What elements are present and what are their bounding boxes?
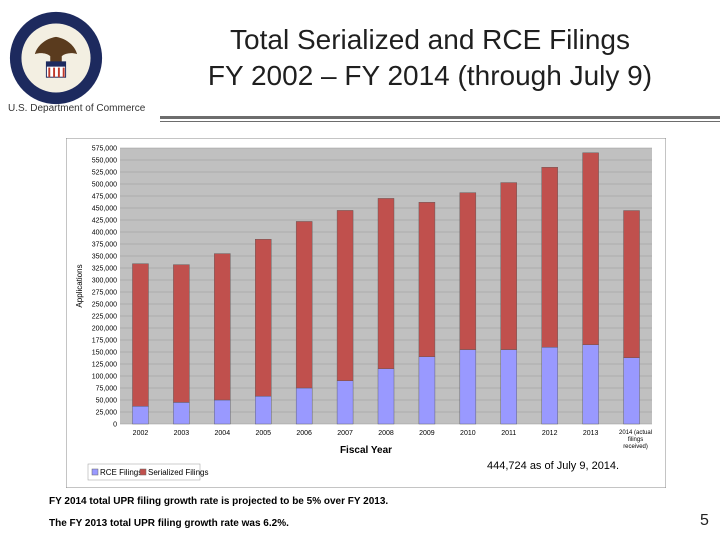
bar-rce [623, 357, 640, 425]
legend-swatch-rce [91, 468, 99, 476]
footnote-2: The FY 2013 total UPR filing growth rate… [49, 518, 289, 529]
legend-label-serialized: Serialized Filings [148, 468, 208, 477]
footnote-1: FY 2014 total UPR filing growth rate is … [49, 496, 389, 507]
x-tick-label: 2011 [501, 430, 516, 437]
y-axis-label: Applications [75, 264, 84, 307]
title-rule-thin [160, 121, 720, 122]
y-tick-label: 150,000 [92, 350, 117, 357]
bar-rce [255, 395, 272, 425]
bar-serialized [623, 210, 640, 358]
x-tick-label: 2002 [133, 430, 149, 437]
bar-serialized [336, 210, 354, 381]
y-tick-label: 400,000 [92, 230, 117, 237]
y-tick-label: 225,000 [92, 314, 117, 321]
y-tick-label: 325,000 [92, 266, 117, 273]
bar-serialized [500, 182, 517, 350]
bar-rce [173, 402, 190, 425]
y-tick-label: 50,000 [96, 398, 118, 405]
y-tick-label: 425,000 [92, 218, 117, 225]
bar-serialized [418, 202, 436, 357]
bar-rce [336, 380, 354, 425]
y-tick-label: 25,000 [96, 410, 118, 417]
bar-serialized [377, 198, 395, 369]
x-tick-label: 2003 [174, 430, 190, 437]
bar-rce [295, 387, 313, 425]
title-line-1: Total Serialized and RCE Filings [230, 24, 630, 55]
y-tick-label: 550,000 [92, 158, 117, 165]
x-tick-label: 2012 [542, 430, 558, 437]
x-tick-label: 2008 [378, 430, 394, 437]
y-tick-label: 75,000 [96, 386, 118, 393]
y-tick-label: 500,000 [92, 182, 117, 189]
x-tick-label: 2007 [337, 430, 353, 437]
y-tick-label: 125,000 [92, 362, 117, 369]
bar-rce [459, 349, 477, 425]
bar-serialized [214, 253, 231, 401]
y-tick-label: 250,000 [92, 302, 117, 309]
x-tick-label: 2013 [583, 430, 599, 437]
x-tick-label: 2014 (actual filings received) [619, 430, 652, 450]
y-tick-label: 0 [113, 422, 117, 429]
bar-serialized [173, 264, 190, 403]
page-number: 5 [700, 512, 709, 529]
y-tick-label: 350,000 [92, 254, 117, 261]
bar-rce [214, 399, 231, 425]
x-tick-label: 2005 [255, 430, 271, 437]
y-tick-label: 275,000 [92, 290, 117, 297]
bar-serialized [459, 192, 477, 350]
chart-annotation: 444,724 as of July 9, 2014. [487, 460, 620, 472]
x-axis-label: Fiscal Year [340, 445, 392, 456]
y-tick-label: 575,000 [92, 146, 117, 153]
bar-rce [418, 356, 436, 425]
x-tick-label: 2010 [460, 430, 476, 437]
filings-chart: 0 25,000 50,000 75,000 100,000 125,000 150,000… [66, 138, 666, 488]
x-tick-label: 2004 [215, 430, 231, 437]
x-tick-label: 2009 [419, 430, 435, 437]
y-tick-label: 375,000 [92, 242, 117, 249]
title-rule [160, 116, 720, 119]
bar-serialized [582, 152, 599, 346]
y-tick-label: 450,000 [92, 206, 117, 213]
bar-rce [132, 406, 149, 425]
uspto-seal-logo [9, 11, 103, 105]
y-tick-label: 100,000 [92, 374, 117, 381]
y-tick-label: 200,000 [92, 326, 117, 333]
y-tick-label: 175,000 [92, 338, 117, 345]
bar-serialized [132, 263, 149, 407]
legend-swatch-serialized [139, 468, 147, 476]
y-tick-label: 475,000 [92, 194, 117, 201]
chart-legend: RCE Filings Serialized Filings [87, 463, 208, 481]
y-tick-label: 300,000 [92, 278, 117, 285]
legend-label-rce: RCE Filings [100, 468, 142, 477]
bar-serialized [255, 238, 272, 397]
bar-rce [541, 346, 558, 425]
title-line-2: FY 2002 – FY 2014 (through July 9) [207, 60, 653, 91]
bar-rce [500, 349, 517, 425]
bar-serialized [295, 221, 313, 389]
page-title: Total Serialized and RCE Filings FY 2002… [150, 22, 710, 94]
department-label: U.S. Department of Commerce [8, 103, 146, 114]
bar-serialized [541, 167, 558, 348]
x-tick-label: 2006 [296, 430, 312, 437]
y-tick-label: 525,000 [92, 170, 117, 177]
bar-rce [377, 368, 395, 425]
bar-rce [582, 344, 599, 425]
